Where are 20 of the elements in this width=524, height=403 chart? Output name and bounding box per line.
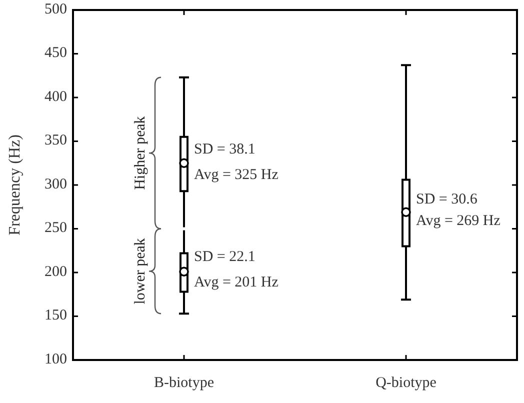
x-tick-label: Q-biotype (376, 375, 437, 391)
y-tick-label: 150 (44, 308, 67, 324)
annotation: SD = 22.1 (194, 249, 256, 266)
y-tick-label: 450 (44, 45, 67, 62)
annotation: Avg = 269 Hz (416, 213, 501, 230)
y-axis-title: Frequency (Hz) (6, 134, 24, 236)
annotation: SD = 38.1 (194, 141, 256, 158)
y-tick-label: 250 (44, 220, 67, 236)
text: Higher peak (132, 116, 148, 190)
y-tick-label: 500 (44, 1, 67, 18)
x-tick-label: B-biotype (154, 375, 214, 391)
y-tick-label: 100 (44, 351, 67, 368)
annotation: SD = 30.6 (416, 191, 478, 208)
y-tick-label: 400 (44, 88, 67, 105)
y-tick-label: 300 (44, 176, 67, 192)
text: lower peak (132, 238, 148, 304)
annotation: Avg = 201 Hz (194, 274, 279, 290)
y-tick-label: 200 (44, 264, 67, 280)
annotation: Avg = 325 Hz (194, 166, 279, 183)
y-tick-label: 350 (44, 132, 67, 149)
